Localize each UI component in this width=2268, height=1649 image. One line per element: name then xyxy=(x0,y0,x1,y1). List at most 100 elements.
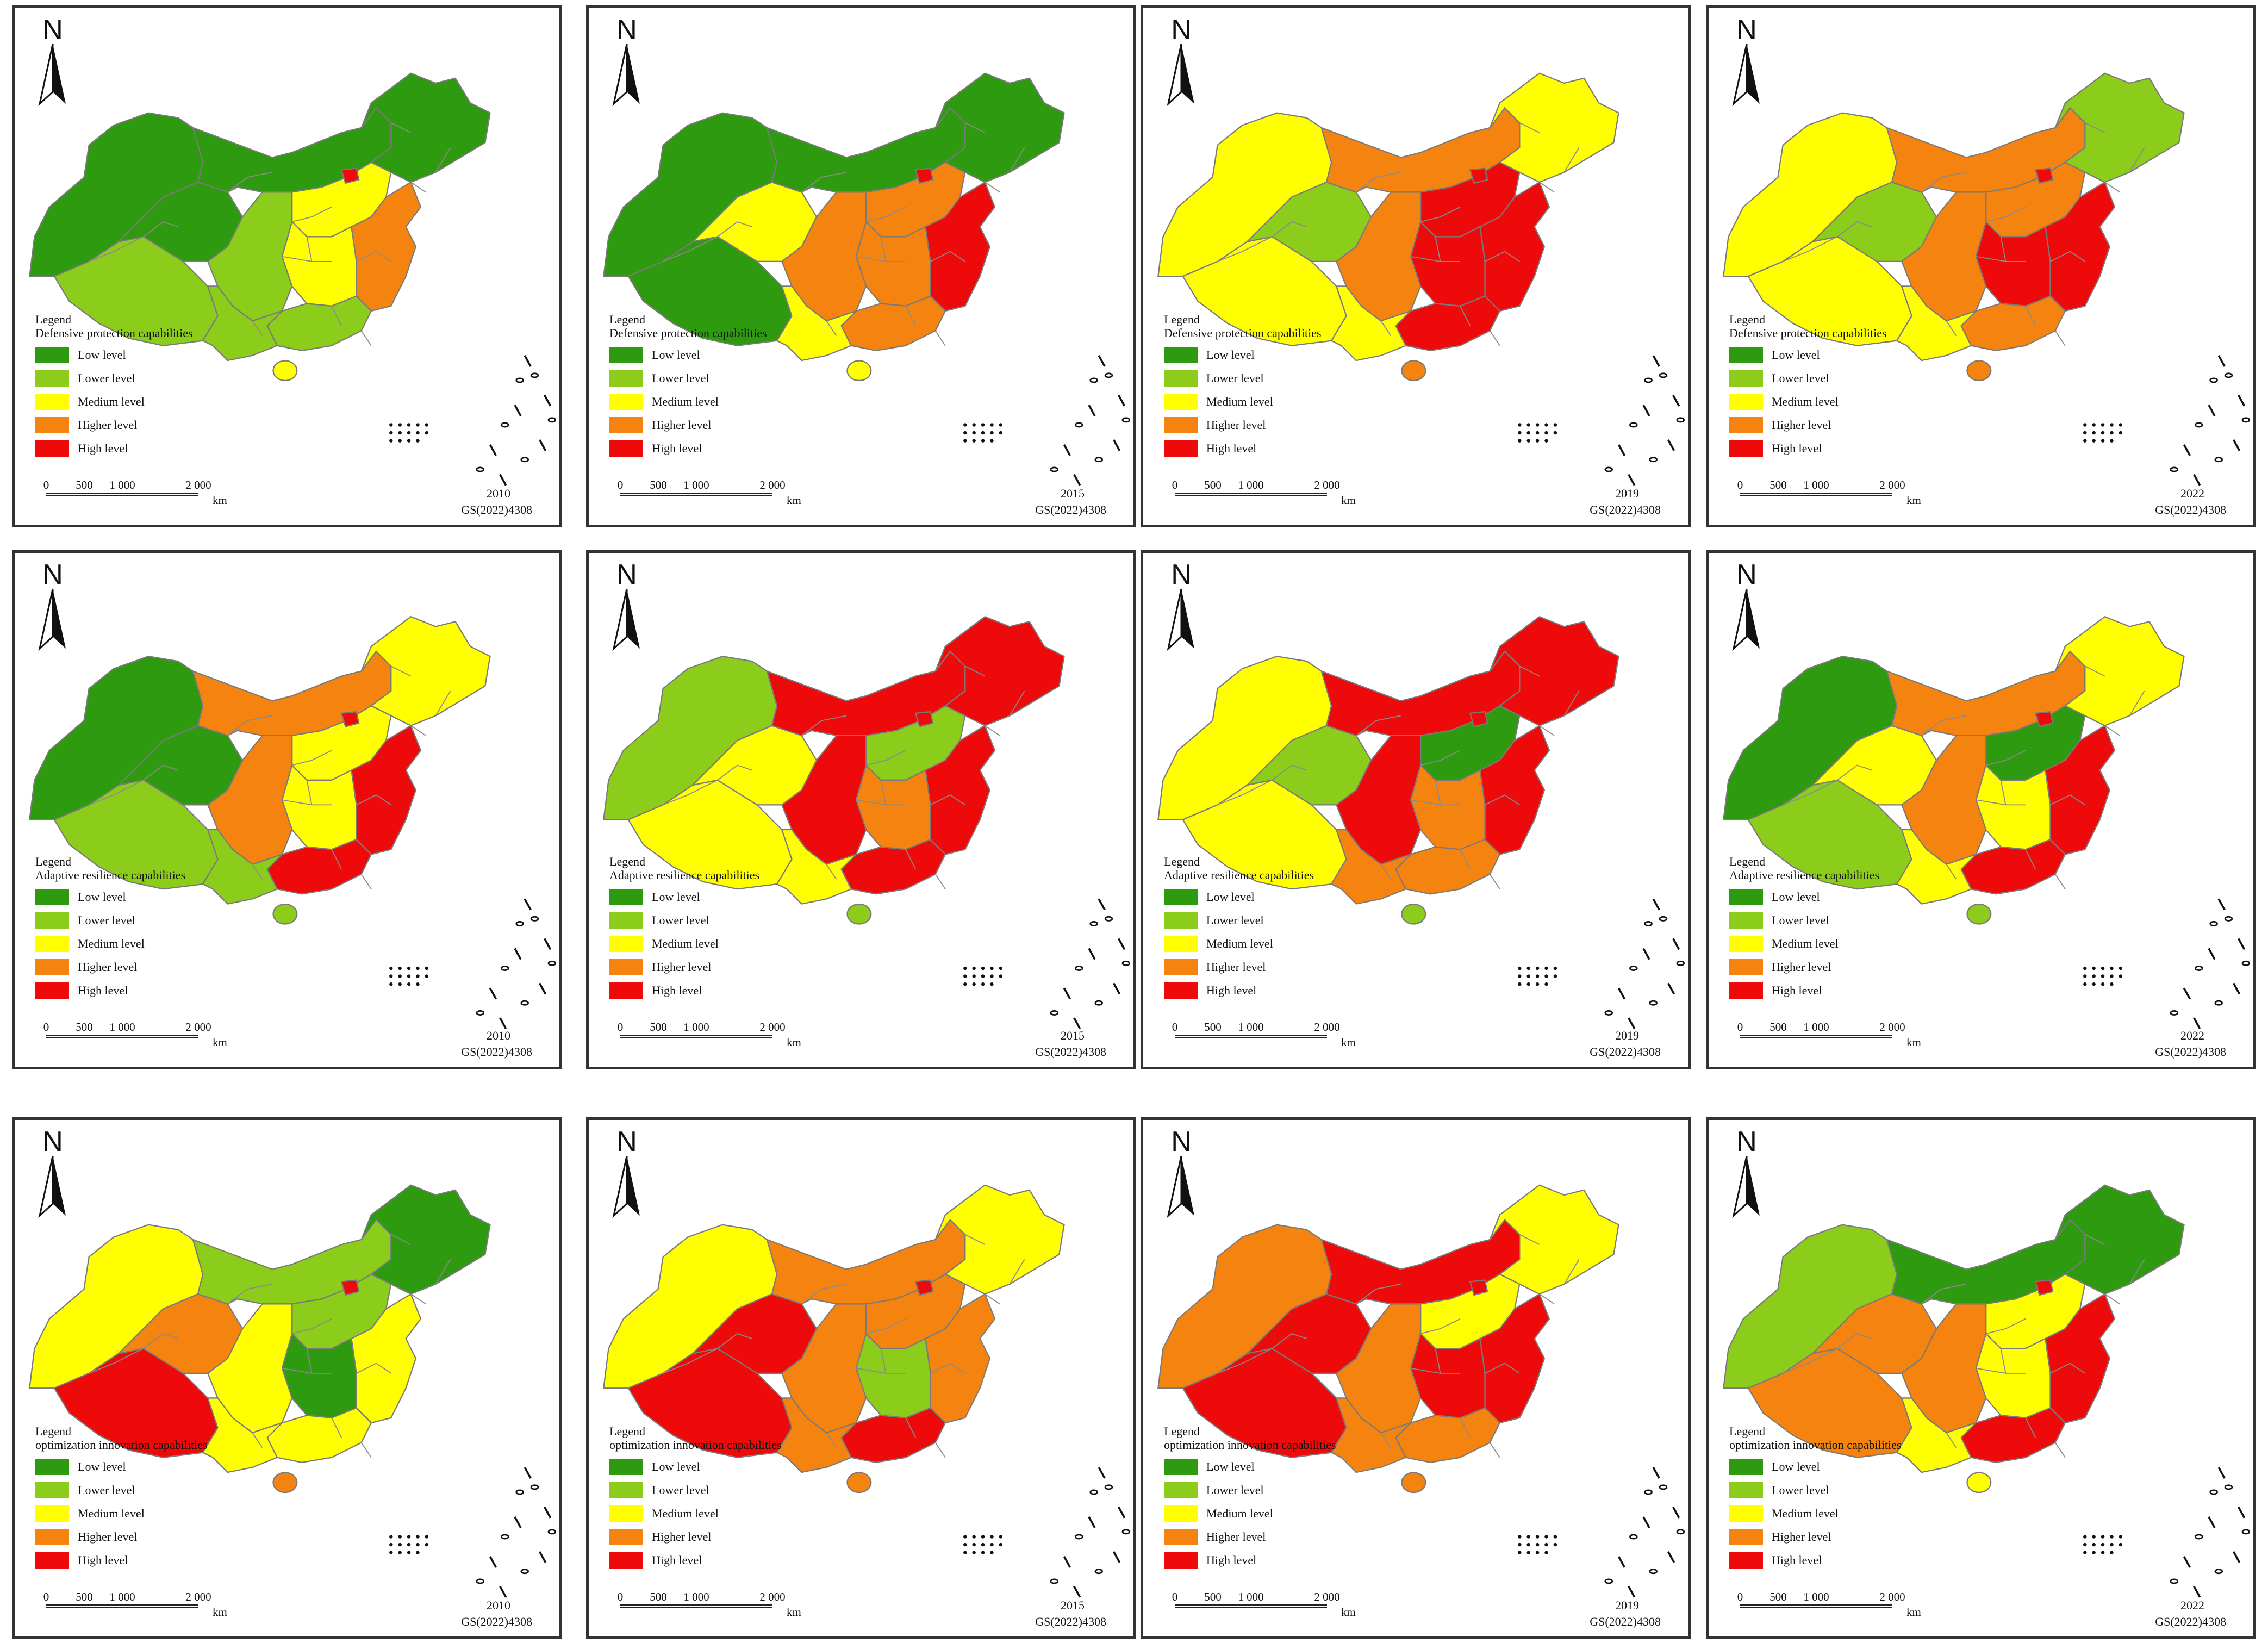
scale-bar-line xyxy=(1175,1035,1327,1038)
legend-item: High level xyxy=(35,979,185,1002)
legend-swatch xyxy=(609,912,643,929)
legend-item: Low level xyxy=(1164,885,1314,908)
south-china-sea-island xyxy=(501,1534,509,1540)
province-boundary xyxy=(2000,780,2007,805)
scale-tick-label: 500 xyxy=(76,1020,93,1034)
scale-tick-label: 2 000 xyxy=(759,478,786,491)
scale-tick-label: 2 000 xyxy=(1314,1020,1340,1034)
island-dot xyxy=(2110,974,2114,978)
scale-unit: km xyxy=(787,494,801,507)
island-dot xyxy=(416,966,420,970)
province-boundary xyxy=(985,725,1000,736)
legend-label: Low level xyxy=(1206,1460,1255,1473)
legend-swatch xyxy=(1729,393,1763,410)
island-dot xyxy=(1544,1542,1548,1547)
island-dot xyxy=(2101,1551,2105,1554)
region-northeast xyxy=(1489,1184,1619,1295)
south-china-sea-island xyxy=(2195,965,2203,972)
legend-item: Higher level xyxy=(1729,1525,1902,1548)
south-china-sea-island xyxy=(514,1516,522,1528)
province-boundary xyxy=(663,780,718,806)
province-boundary xyxy=(252,864,263,880)
legend-item: Medium level xyxy=(35,1502,208,1525)
south-china-sea-island xyxy=(499,474,507,486)
region-beijing xyxy=(2034,167,2054,184)
region-northeast xyxy=(934,72,1065,183)
legend-swatch xyxy=(1729,440,1763,457)
legend-item: High level xyxy=(35,437,193,460)
south-china-sea-island xyxy=(2170,1578,2178,1584)
island-dot xyxy=(999,974,1003,978)
island-dot xyxy=(416,1551,420,1554)
province-boundary xyxy=(356,794,391,806)
province-boundary xyxy=(964,122,986,133)
scale-unit: km xyxy=(787,1606,801,1619)
province-boundary xyxy=(663,236,718,262)
south-china-sea-island xyxy=(1604,466,1613,472)
province-boundary xyxy=(360,1442,372,1458)
north-arrow-icon xyxy=(38,43,66,107)
island-dot xyxy=(1553,1535,1557,1539)
south-china-sea-island xyxy=(1112,982,1121,995)
province-boundary xyxy=(306,237,313,262)
south-china-sea-island xyxy=(1089,920,1098,927)
map-legend: Legend optimization innovation capabiliti… xyxy=(609,1424,782,1572)
map-panel: N Legend Adaptive resilience capabilities L… xyxy=(1141,550,1691,1069)
island-dot xyxy=(389,1542,393,1547)
province-boundary xyxy=(1783,780,1838,806)
south-china-sea-island xyxy=(1075,1534,1083,1540)
map-approval-code: GS(2022)4308 xyxy=(2155,503,2226,517)
scale-unit: km xyxy=(1906,494,1921,507)
island-dot xyxy=(1518,974,1522,978)
south-china-sea-island xyxy=(1073,474,1081,486)
south-china-sea-island xyxy=(524,898,532,911)
scale-tick-label: 500 xyxy=(1204,478,1222,491)
province-boundary xyxy=(1356,172,1401,193)
island-dot xyxy=(972,1542,976,1547)
province-boundary xyxy=(1009,1259,1025,1285)
province-boundary xyxy=(410,182,426,193)
south-china-sea-island xyxy=(520,1000,529,1006)
scale-bar-line xyxy=(620,1604,772,1608)
legend-label: High level xyxy=(652,984,702,997)
island-dot xyxy=(1544,423,1548,427)
scale-tick-label: 1 000 xyxy=(1803,1020,1829,1034)
south-china-sea-island xyxy=(2217,898,2226,911)
legend-label: Higher level xyxy=(1206,418,1266,432)
scale-tick-label: 0 xyxy=(1737,478,1743,491)
legend-label: High level xyxy=(1206,1553,1257,1567)
region-hainan xyxy=(1401,903,1426,925)
south-china-sea-island xyxy=(1088,1516,1096,1528)
legend-label: Lower level xyxy=(78,913,135,927)
province-boundary xyxy=(2129,690,2145,716)
region-yunnan xyxy=(776,285,857,362)
island-dot xyxy=(2110,439,2114,443)
scale-tick-label: 500 xyxy=(76,1590,93,1603)
legend-swatch xyxy=(609,1528,643,1545)
scale-bar-line xyxy=(46,1604,198,1608)
south-china-sea-island xyxy=(547,1529,557,1535)
island-dot xyxy=(1526,966,1530,970)
china-choropleth-map xyxy=(1157,72,1685,486)
legend-label: Lower level xyxy=(1772,371,1829,385)
north-label: N xyxy=(1736,1126,1757,1158)
south-china-sea-island xyxy=(1073,1585,1081,1598)
region-hainan xyxy=(846,360,872,382)
region-yunnan xyxy=(1330,829,1411,905)
province-boundary xyxy=(2129,147,2145,173)
scale-unit: km xyxy=(1341,1036,1356,1049)
scale-tick-label: 0 xyxy=(617,1590,624,1603)
legend-swatch xyxy=(609,1482,643,1498)
map-approval-code: GS(2022)4308 xyxy=(1035,1045,1106,1059)
island-dot xyxy=(981,1542,985,1547)
legend-title: Legend xyxy=(35,1424,71,1438)
south-china-sea-island xyxy=(515,920,524,927)
province-boundary xyxy=(2025,849,2036,870)
map-approval-code: GS(2022)4308 xyxy=(1590,1615,1661,1628)
island-dot xyxy=(990,1542,994,1547)
island-dot xyxy=(2119,1542,2123,1547)
china-choropleth-map xyxy=(1723,1184,2251,1598)
region-yunnan xyxy=(202,829,283,905)
island-dot xyxy=(1518,982,1522,986)
scale-tick-label: 0 xyxy=(617,478,624,491)
